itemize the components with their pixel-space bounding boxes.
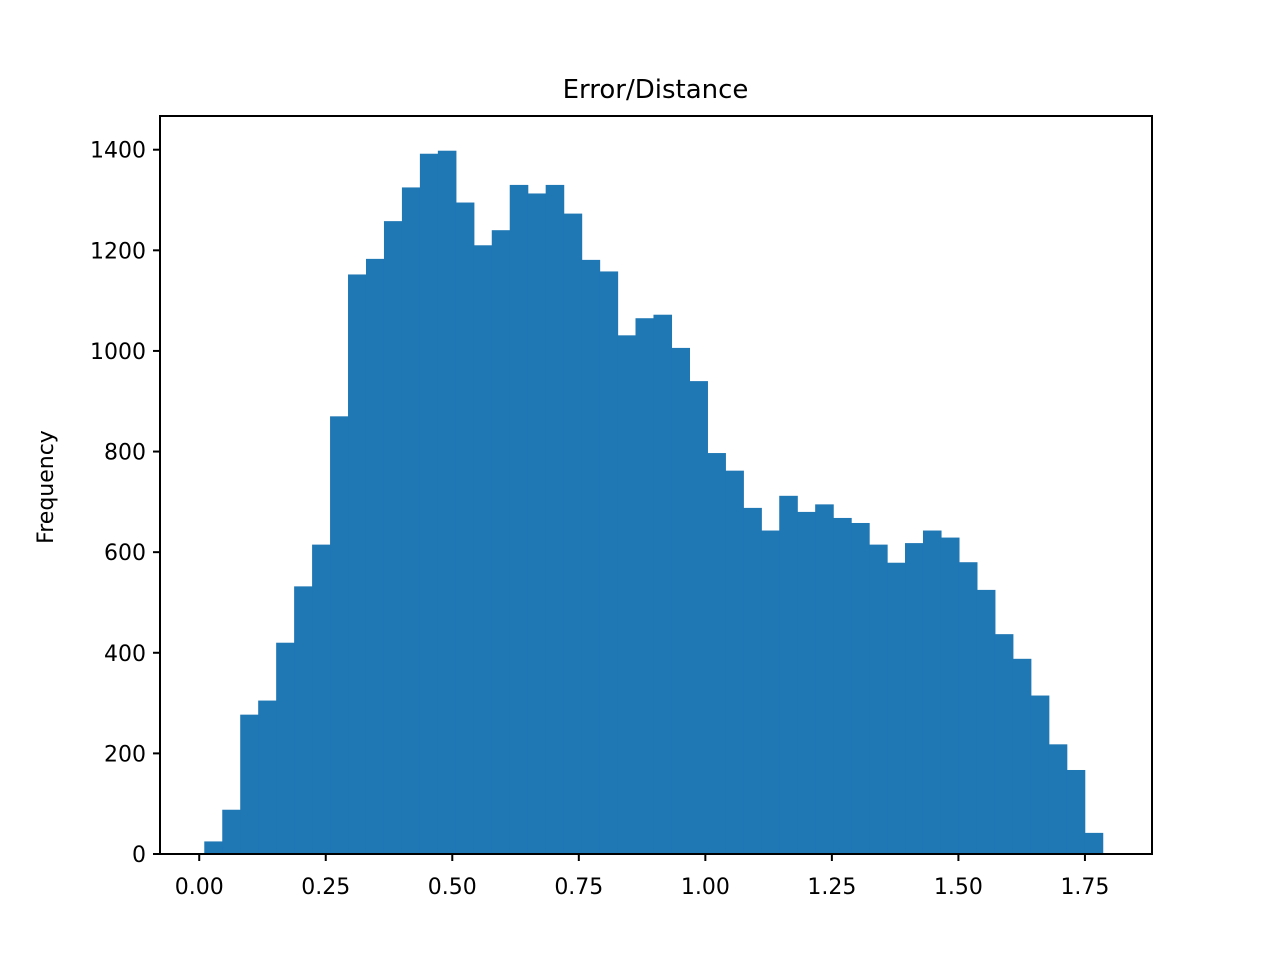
histogram-bar bbox=[725, 470, 744, 854]
histogram-bar bbox=[887, 562, 906, 854]
histogram-bar bbox=[779, 495, 798, 854]
histogram-bar bbox=[545, 184, 565, 855]
x-tick-label: 0.25 bbox=[301, 875, 350, 900]
histogram-bar bbox=[617, 335, 637, 855]
y-axis-title: Frequency bbox=[34, 430, 59, 544]
histogram-bar bbox=[958, 562, 978, 854]
y-axis-ticks: 0 200 400 600 800 1000 1200 1400 bbox=[90, 139, 160, 868]
histogram-bar bbox=[1012, 658, 1032, 854]
histogram-bar bbox=[707, 453, 726, 854]
histogram-bar bbox=[815, 504, 834, 854]
histogram-bar bbox=[312, 544, 331, 854]
histogram-bar bbox=[761, 530, 780, 854]
histogram-bar bbox=[401, 187, 421, 855]
x-tick-label: 0.75 bbox=[554, 875, 603, 900]
histogram-bar bbox=[563, 213, 583, 854]
histogram-bar bbox=[833, 517, 852, 854]
y-tick-label: 0 bbox=[132, 843, 146, 868]
histogram-bar bbox=[869, 544, 888, 854]
histogram-bar bbox=[653, 314, 673, 854]
histogram-bar bbox=[922, 530, 942, 854]
histogram-bar bbox=[527, 193, 547, 854]
histogram-bar bbox=[258, 700, 277, 854]
y-tick-label: 600 bbox=[104, 541, 146, 566]
histogram-bar bbox=[473, 245, 493, 855]
histogram-bar bbox=[1030, 695, 1050, 854]
y-tick-label: 800 bbox=[104, 441, 146, 466]
histogram-bar bbox=[222, 809, 241, 854]
plot-frame bbox=[159, 115, 1153, 855]
histogram-bars bbox=[204, 150, 1104, 855]
histogram-bar bbox=[455, 202, 475, 855]
x-tick-label: 1.25 bbox=[807, 875, 856, 900]
histogram-bar bbox=[851, 522, 870, 854]
y-tick-label: 1400 bbox=[90, 139, 146, 164]
x-tick-label: 1.50 bbox=[934, 875, 983, 900]
x-tick-label: 1.75 bbox=[1060, 875, 1109, 900]
histogram-bar bbox=[635, 318, 655, 854]
histogram-bar bbox=[1084, 832, 1104, 854]
histogram-bar bbox=[1066, 769, 1086, 854]
chart-title: Error/Distance bbox=[563, 75, 749, 105]
histogram-bar bbox=[797, 511, 816, 854]
x-tick-label: 0.00 bbox=[175, 875, 224, 900]
histogram-bar bbox=[419, 153, 439, 855]
histogram-bar bbox=[276, 642, 295, 854]
histogram-bar bbox=[976, 589, 996, 854]
y-tick-label: 1000 bbox=[90, 340, 146, 365]
x-tick-label: 1.00 bbox=[681, 875, 730, 900]
histogram-bar bbox=[1048, 744, 1068, 854]
histogram-bar bbox=[743, 507, 762, 854]
histogram-bar bbox=[294, 586, 313, 854]
histogram-bar bbox=[509, 184, 529, 855]
histogram-bar bbox=[204, 841, 223, 854]
histogram-bar bbox=[365, 258, 385, 854]
histogram-bar bbox=[437, 150, 457, 854]
histogram-bar bbox=[581, 259, 601, 854]
histogram-bar bbox=[348, 274, 367, 854]
histogram-bar bbox=[383, 221, 403, 854]
x-tick-label: 0.50 bbox=[428, 875, 477, 900]
histogram-bar bbox=[491, 230, 511, 855]
histogram-bar bbox=[671, 347, 691, 854]
histogram-bar bbox=[905, 543, 924, 854]
histogram-bar bbox=[994, 634, 1014, 854]
histogram-bar bbox=[599, 271, 619, 854]
histogram-bar bbox=[240, 714, 259, 854]
x-axis-ticks: 0.00 0.25 0.50 0.75 1.00 1.25 1.50 1.75 bbox=[175, 854, 1109, 900]
y-tick-label: 200 bbox=[104, 742, 146, 767]
histogram-bar bbox=[940, 537, 960, 854]
histogram-bar bbox=[330, 416, 349, 854]
y-tick-label: 400 bbox=[104, 642, 146, 667]
histogram-bar bbox=[689, 381, 708, 854]
y-tick-label: 1200 bbox=[90, 239, 146, 264]
